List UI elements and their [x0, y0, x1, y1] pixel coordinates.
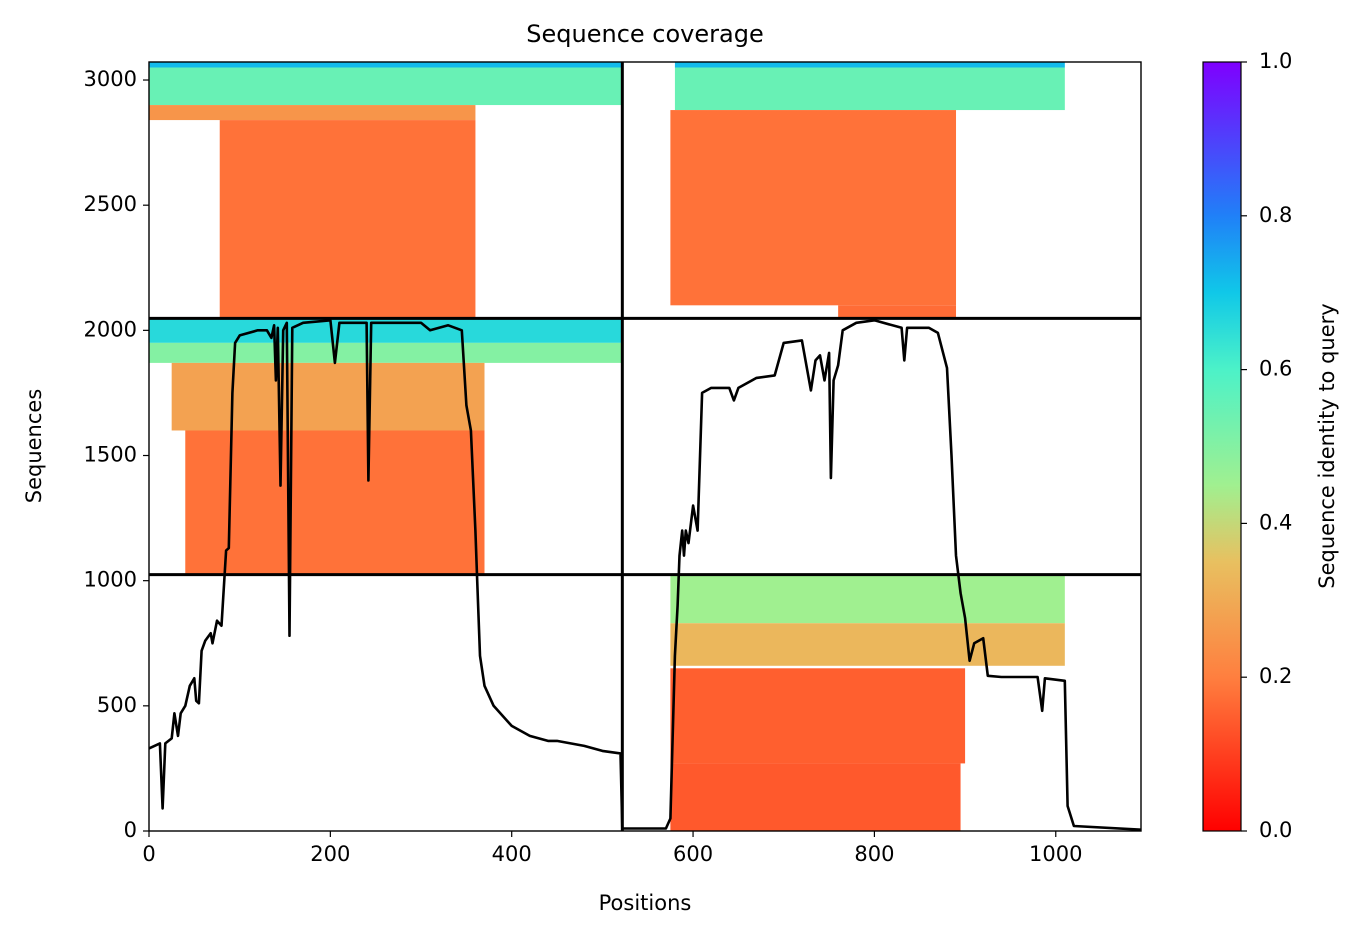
colorbar-tick-label: 0.4 — [1259, 510, 1292, 534]
coverage-block — [171, 362, 485, 431]
x-tick-label: 800 — [854, 842, 894, 866]
chart-title: Sequence coverage — [526, 20, 763, 48]
coverage-block — [219, 120, 476, 319]
coverage-block — [149, 105, 476, 121]
colorbar-tick-label: 1.0 — [1259, 49, 1292, 73]
coverage-block — [674, 62, 1065, 68]
x-tick-label: 400 — [492, 842, 532, 866]
plot-frame — [148, 61, 1142, 832]
coverage-block — [149, 342, 623, 363]
coverage-block — [670, 623, 1065, 666]
coverage-block — [838, 305, 957, 319]
y-tick-label: 2500 — [84, 192, 137, 216]
coverage-block — [670, 110, 957, 306]
coverage-block — [670, 668, 966, 764]
coverage-block — [185, 430, 485, 575]
y-tick-label: 500 — [97, 693, 137, 717]
coverage-block — [670, 763, 961, 831]
x-tick-label: 0 — [142, 842, 155, 866]
colorbar-label: Sequence identity to query — [1315, 303, 1339, 588]
y-tick-label: 1500 — [84, 443, 137, 467]
colorbar-tick-label: 0.6 — [1259, 357, 1292, 381]
y-tick-label: 1000 — [84, 568, 137, 592]
y-tick-label: 0 — [124, 818, 137, 842]
colorbar-tick-label: 0.8 — [1259, 203, 1292, 227]
colorbar — [1202, 61, 1242, 832]
x-tick-label: 200 — [310, 842, 350, 866]
y-tick-label: 3000 — [84, 67, 137, 91]
coverage-block — [670, 574, 1065, 624]
coverage-block — [149, 67, 623, 106]
coverage-line — [148, 319, 1142, 831]
colorbar-tick-label: 0.2 — [1259, 664, 1292, 688]
y-tick-label: 2000 — [84, 317, 137, 341]
x-axis-label: Positions — [599, 891, 692, 915]
x-tick-label: 1000 — [1029, 842, 1082, 866]
x-tick-label: 600 — [673, 842, 713, 866]
coverage-block — [149, 62, 623, 68]
y-axis-label: Sequences — [22, 389, 46, 504]
colorbar-tick-label: 0.0 — [1259, 818, 1292, 842]
coverage-block — [674, 67, 1065, 111]
